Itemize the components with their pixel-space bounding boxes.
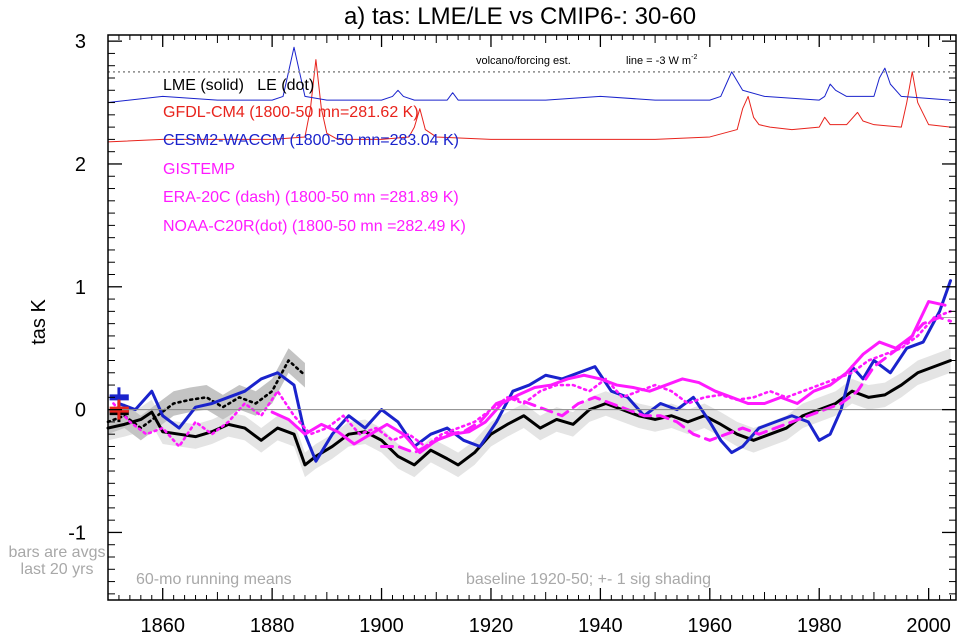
bars-note-line1: bars are avgs xyxy=(9,544,106,561)
series-line-le-dot- xyxy=(106,359,307,430)
x-tick-label: 1900 xyxy=(359,615,404,637)
y-tick-label: 0 xyxy=(75,400,86,422)
legend-cesm2: CESM2-WACCM (1800-50 mn=283.04 K) xyxy=(163,132,459,149)
legend-era20c: ERA-20C (dash) (1800-50 mn =281.89 K) xyxy=(163,189,459,206)
series-line-cesm2-waccm xyxy=(117,279,953,463)
x-tick-label: 1940 xyxy=(578,615,623,637)
lme-shading xyxy=(108,348,951,478)
le-shading xyxy=(108,348,305,441)
baseline-note: baseline 1920-50; +- 1 sig shading xyxy=(466,571,711,588)
bars-note-line2: last 20 yrs xyxy=(21,561,94,578)
series-line-cesm2-waccm-forcing xyxy=(107,46,952,104)
y-tick-label: -1 xyxy=(68,522,86,544)
running-means-note: 60-mo running means xyxy=(136,571,292,588)
legend-noaa: NOAA-C20R(dot) (1800-50 mn =282.49 K) xyxy=(163,218,466,235)
y-tick-label: 3 xyxy=(75,31,86,53)
y-axis-label: tas K xyxy=(28,299,50,345)
x-tick-label: 1980 xyxy=(797,615,842,637)
uncertainty-shading xyxy=(108,348,951,478)
chart-title: a) tas: LME/LE vs CMIP6-: 30-60 xyxy=(344,3,696,30)
forcing-line-note-sup: -2 xyxy=(691,54,697,61)
plot-frame xyxy=(107,34,957,601)
y-tick-label: 2 xyxy=(75,154,86,176)
series-line-gfdl-cm4-forcing xyxy=(107,59,952,143)
legend-gfdl: GFDL-CM4 (1800-50 mn=281.62 K) xyxy=(163,104,419,121)
series-line-era-20c-dash- xyxy=(380,316,953,455)
x-tick-label: 2000 xyxy=(906,615,951,637)
volcano-note: volcano/forcing est. xyxy=(476,55,571,67)
forcing-line-note: line = -3 W m-2 xyxy=(626,54,697,67)
series-line-lme-solid- xyxy=(106,358,953,467)
x-tick-label: 1880 xyxy=(250,615,295,637)
legend-gistemp: GISTEMP xyxy=(163,161,235,178)
axis-ticks: 1860 1880 1900 1920 1940 1960 1980 2000 -1 0 1 2 3 xyxy=(68,31,956,637)
x-tick-label: 1960 xyxy=(688,615,733,637)
y-tick-label: 1 xyxy=(75,277,86,299)
forcing-line-note-text: line = -3 W m xyxy=(626,55,691,67)
x-tick-label: 1920 xyxy=(469,615,514,637)
legend-lme: LME (solid) LE (dot) xyxy=(163,77,314,94)
x-tick-label: 1860 xyxy=(140,615,185,637)
